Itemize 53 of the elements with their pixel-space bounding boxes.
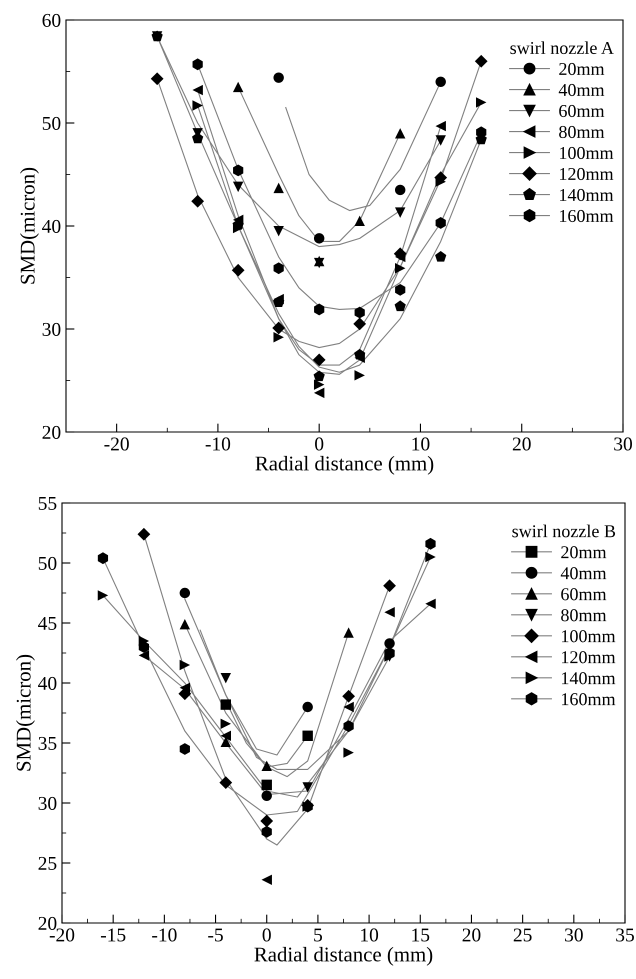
- legend-label: 140mm: [560, 188, 614, 202]
- legend-label: 40mm: [560, 567, 606, 580]
- legend-label: 100mm: [560, 146, 614, 160]
- legend-label: 20mm: [559, 62, 604, 76]
- y-tick-label: 25: [38, 856, 56, 870]
- x-tick-label: 10: [412, 437, 430, 451]
- x-axis-title: Radial distance (mm): [255, 456, 434, 475]
- legend-label: 160mm: [560, 210, 614, 222]
- legend-label: 20mm: [561, 546, 606, 558]
- y-tick-label: 50: [38, 556, 56, 570]
- y-axis-title: SMD(micron): [20, 168, 39, 284]
- x-axis-title: Radial distance (mm): [254, 946, 432, 966]
- x-tick-label: 0: [262, 928, 271, 942]
- x-tick-label: 30: [565, 928, 583, 942]
- legend-label: 60mm: [559, 104, 604, 118]
- y-tick-label: 45: [38, 616, 56, 630]
- y-tick-label: 60: [42, 14, 60, 27]
- y-tick-label: 20: [38, 916, 56, 930]
- x-tick-label: 35: [616, 928, 634, 942]
- y-tick-label: 35: [38, 736, 56, 750]
- legend-label: 80mm: [561, 609, 606, 622]
- legend-label: 80mm: [559, 126, 604, 138]
- x-tick-label: 30: [614, 437, 632, 451]
- x-tick-label: 5: [314, 928, 322, 942]
- y-tick-label: 20: [42, 426, 60, 439]
- x-tick-label: 0: [315, 437, 324, 451]
- x-tick-label: 20: [512, 437, 531, 451]
- legend-label: 40mm: [558, 84, 604, 96]
- x-tick-label: 15: [412, 928, 430, 942]
- legend-label: 100mm: [562, 630, 616, 642]
- x-tick-label: 25: [514, 928, 532, 942]
- x-tick-label: -10: [152, 928, 177, 942]
- x-tick-label: -20: [50, 928, 74, 942]
- legend-label: 120mm: [560, 168, 614, 180]
- x-tick-label: -20: [104, 437, 129, 451]
- x-tick-label: 20: [462, 928, 480, 942]
- legend-label: 160mm: [562, 693, 616, 706]
- y-tick-label: 40: [38, 676, 56, 690]
- legend-label: 140mm: [562, 672, 616, 684]
- x-tick-label: -10: [206, 437, 230, 451]
- x-tick-label: -15: [100, 928, 126, 942]
- legend-title: swirl nozzle A: [510, 41, 614, 54]
- legend-label: 120mm: [562, 651, 616, 664]
- y-tick-label: 30: [42, 322, 60, 336]
- x-tick-label: -5: [208, 928, 223, 942]
- y-tick-label: 55: [38, 497, 56, 510]
- x-tick-label: 10: [361, 928, 378, 942]
- legend-title: swirl nozzle B: [512, 524, 616, 538]
- y-axis-title: SMD(micron): [16, 654, 35, 771]
- y-tick-label: 50: [42, 116, 60, 130]
- y-tick-label: 40: [42, 220, 60, 233]
- y-tick-label: 30: [38, 796, 56, 810]
- legend-label: 60mm: [561, 588, 606, 600]
